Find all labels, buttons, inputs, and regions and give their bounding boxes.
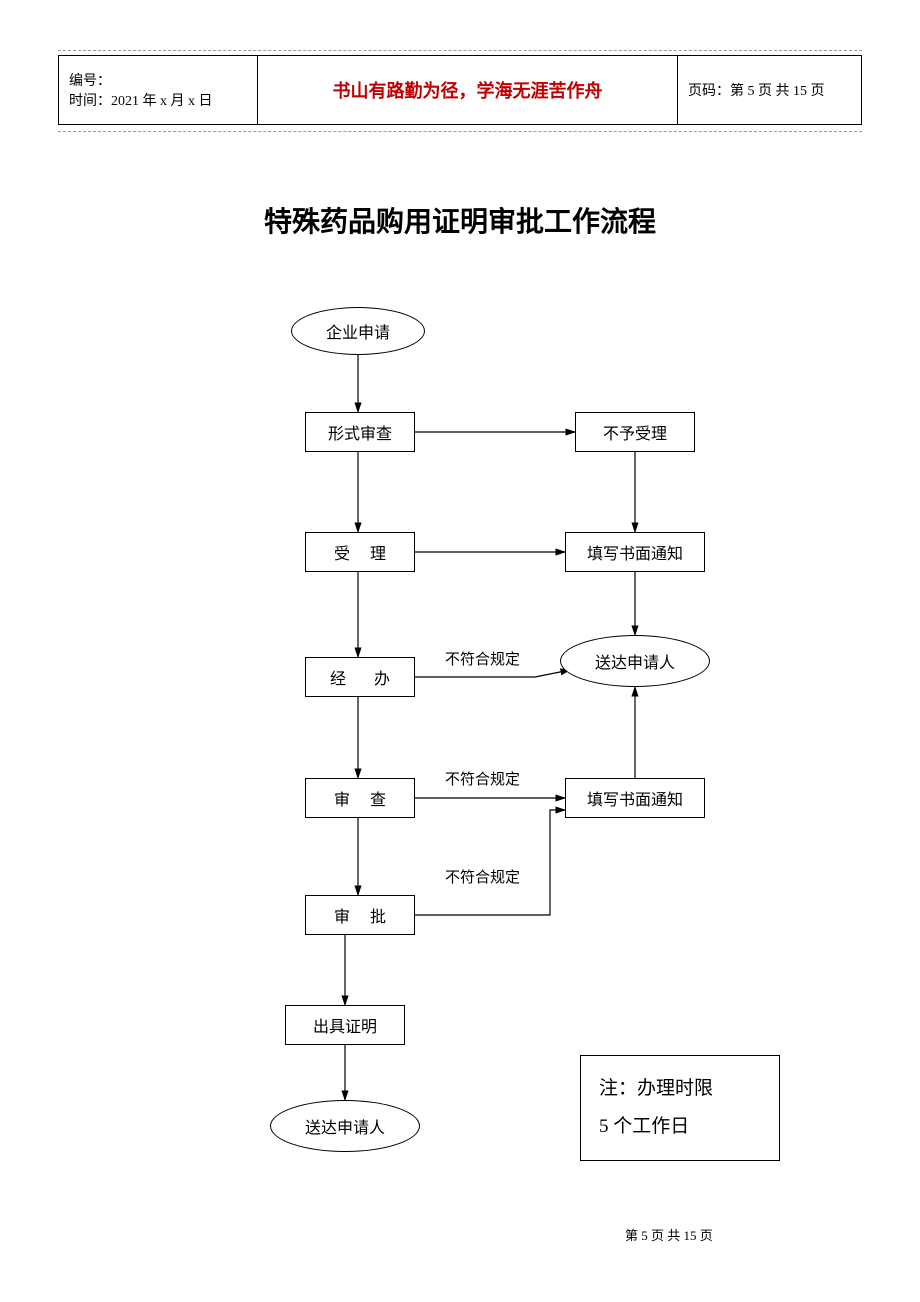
flow-node-formal: 形式审查 [305, 412, 415, 452]
flow-node-issue: 出具证明 [285, 1005, 405, 1045]
flowchart-canvas: 不符合规定不符合规定不符合规定企业申请形式审查不予受理受 理填写书面通知送达申请… [0, 0, 920, 1302]
flow-node-review: 审 查 [305, 778, 415, 818]
page: 编号： 时间：2021 年 x 月 x 日 书山有路勤为径，学海无涯苦作舟 页码… [0, 0, 920, 1302]
flow-node-notice2: 填写书面通知 [565, 778, 705, 818]
flow-node-accept: 受 理 [305, 532, 415, 572]
edge-label: 不符合规定 [445, 768, 520, 789]
flow-node-reject: 不予受理 [575, 412, 695, 452]
flow-node-deliver1: 送达申请人 [560, 635, 710, 687]
flow-node-start: 企业申请 [291, 307, 425, 355]
edge-label: 不符合规定 [445, 866, 520, 887]
note-box: 注：办理时限5 个工作日 [580, 1055, 780, 1161]
page-footer: 第 5 页 共 15 页 [625, 1225, 713, 1244]
note-line: 注：办理时限 [599, 1070, 761, 1108]
note-line: 5 个工作日 [599, 1108, 761, 1146]
flow-node-handle: 经 办 [305, 657, 415, 697]
flow-node-deliver2: 送达申请人 [270, 1100, 420, 1152]
edge-label: 不符合规定 [445, 648, 520, 669]
flow-node-approve: 审 批 [305, 895, 415, 935]
flow-node-notice1: 填写书面通知 [565, 532, 705, 572]
